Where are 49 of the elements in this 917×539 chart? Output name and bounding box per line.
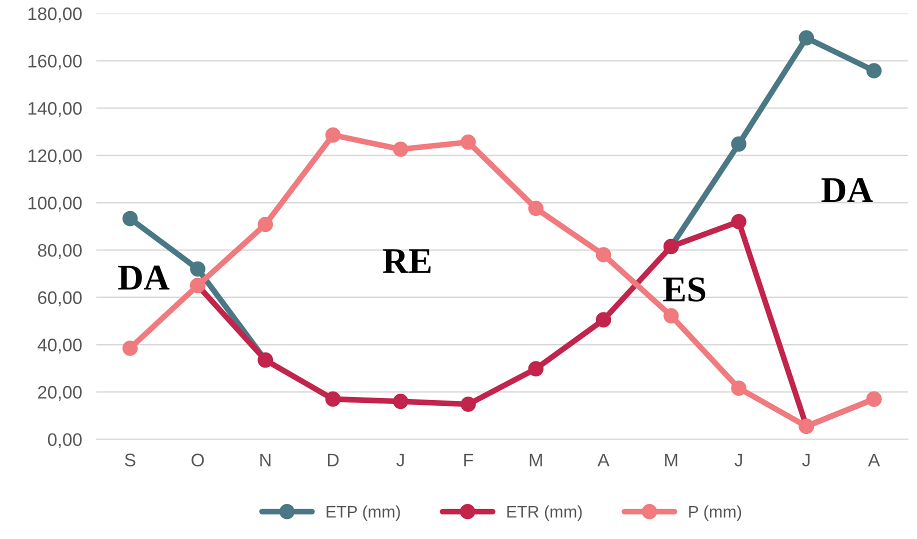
y-tick-label: 140,00 [28, 102, 82, 117]
point [460, 396, 476, 412]
point [866, 63, 882, 78]
x-tick-label: J [802, 454, 810, 466]
point [122, 210, 138, 226]
y-tick-label: 160,00 [28, 54, 82, 70]
point [731, 380, 746, 396]
point [596, 247, 612, 262]
point [731, 214, 746, 230]
y-tick-label: 100,00 [28, 196, 82, 212]
legend-label: ETR (mm) [507, 505, 582, 521]
point [392, 142, 408, 157]
point [663, 308, 679, 324]
point [798, 30, 814, 46]
x-tick-label: D [328, 454, 339, 466]
y-tick-label: 0,00 [48, 433, 82, 448]
x-tick-label: M [665, 454, 678, 466]
x-tick-label: N [260, 454, 270, 466]
x-tick-label: A [868, 454, 880, 466]
x-tick-label: O [192, 454, 204, 466]
y-tick-label: 180,00 [28, 7, 82, 22]
point [392, 394, 408, 410]
y-tick-label: 20,00 [38, 386, 82, 401]
point [528, 361, 544, 376]
y-tick-label: 40,00 [38, 338, 82, 354]
point [190, 261, 206, 277]
legend-label: P (mm) [689, 505, 742, 521]
point [258, 216, 273, 232]
annotation: DA [822, 178, 873, 202]
y-tick-label: 120,00 [28, 149, 82, 164]
point [596, 312, 612, 328]
y-tick-label: 80,00 [38, 244, 82, 259]
x-tick-label: F [464, 454, 474, 466]
x-tick-label: J [396, 454, 404, 466]
y-tick-label: 60,00 [38, 291, 82, 306]
x-tick-label: A [598, 454, 610, 466]
legend-label: ETP (mm) [326, 505, 400, 521]
point [325, 391, 341, 407]
annotation: DA [118, 266, 170, 290]
point [731, 136, 746, 152]
annotation: RE [382, 249, 431, 273]
point [122, 340, 138, 356]
point [460, 134, 476, 150]
x-tick-label: J [734, 454, 742, 466]
x-tick-label: S [124, 454, 136, 466]
point [325, 127, 341, 143]
x-tick-label: M [530, 454, 542, 466]
annotation: ES [663, 277, 706, 302]
point [528, 200, 544, 216]
